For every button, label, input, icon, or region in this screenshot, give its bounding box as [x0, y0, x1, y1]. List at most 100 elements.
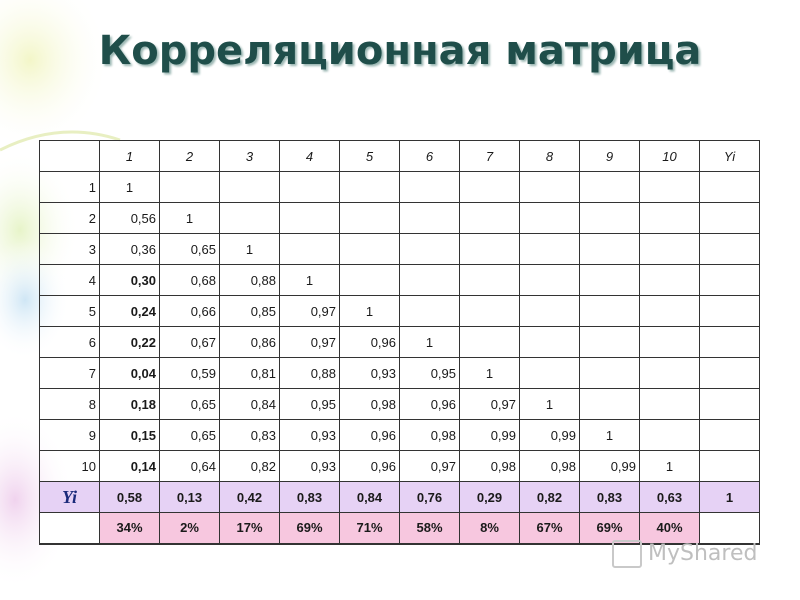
table-row: 10 0,14 0,64 0,82 0,93 0,96 0,97 0,98 0,98 0,99 1 [39, 450, 760, 482]
matrix-cell [699, 295, 760, 327]
matrix-cell: 0,97 [279, 326, 340, 358]
percent-cell: 58% [399, 512, 460, 545]
matrix-cell: 0,98 [399, 419, 460, 451]
percent-cell: 2% [159, 512, 220, 545]
watermark-logo: MyShared [612, 540, 772, 570]
row-header: 7 [39, 357, 100, 389]
matrix-cell [639, 264, 700, 296]
yi-cell: 0,83 [279, 481, 340, 513]
yi-row: Yi 0,58 0,13 0,42 0,83 0,84 0,76 0,29 0,82 0,83 0,… [39, 481, 760, 513]
matrix-cell [459, 264, 520, 296]
matrix-cell [699, 357, 760, 389]
matrix-cell: 0,15 [99, 419, 160, 451]
column-header: 1 [99, 140, 160, 172]
matrix-cell [519, 171, 580, 203]
matrix-cell [399, 233, 460, 265]
matrix-cell [399, 202, 460, 234]
matrix-cell [639, 233, 700, 265]
matrix-cell: 0,67 [159, 326, 220, 358]
column-header: 5 [339, 140, 400, 172]
matrix-cell: 0,93 [279, 419, 340, 451]
yi-cell: 0,42 [219, 481, 280, 513]
matrix-cell [519, 357, 580, 389]
table-row: 9 0,15 0,65 0,83 0,93 0,96 0,98 0,99 0,99 1 [39, 419, 760, 451]
matrix-cell: 1 [339, 295, 400, 327]
percent-cell: 69% [279, 512, 340, 545]
matrix-cell [459, 233, 520, 265]
matrix-cell: 0,24 [99, 295, 160, 327]
matrix-cell: 0,59 [159, 357, 220, 389]
matrix-cell: 0,88 [219, 264, 280, 296]
matrix-cell: 1 [519, 388, 580, 420]
matrix-cell [699, 233, 760, 265]
matrix-cell [639, 388, 700, 420]
matrix-cell [579, 388, 640, 420]
matrix-cell: 0,68 [159, 264, 220, 296]
matrix-cell: 1 [279, 264, 340, 296]
percent-cell: 71% [339, 512, 400, 545]
matrix-cell: 1 [219, 233, 280, 265]
yi-cell: 0,29 [459, 481, 520, 513]
corner-cell [39, 140, 100, 172]
matrix-cell: 0,22 [99, 326, 160, 358]
matrix-cell: 0,98 [459, 450, 520, 482]
matrix-cell [579, 357, 640, 389]
row-header: 8 [39, 388, 100, 420]
table-row: 2 0,56 1 [39, 202, 760, 234]
matrix-cell [579, 326, 640, 358]
matrix-cell [339, 264, 400, 296]
matrix-cell: 0,96 [339, 419, 400, 451]
matrix-cell: 0,30 [99, 264, 160, 296]
matrix-cell [519, 264, 580, 296]
yi-cell: 1 [699, 481, 760, 513]
matrix-cell [459, 171, 520, 203]
column-header: 7 [459, 140, 520, 172]
matrix-cell: 1 [639, 450, 700, 482]
matrix-cell [579, 202, 640, 234]
matrix-cell [579, 264, 640, 296]
matrix-cell: 0,93 [279, 450, 340, 482]
matrix-cell: 0,64 [159, 450, 220, 482]
matrix-cell: 1 [459, 357, 520, 389]
matrix-cell: 1 [399, 326, 460, 358]
yi-cell: 0,13 [159, 481, 220, 513]
percent-cell: 8% [459, 512, 520, 545]
matrix-cell [519, 295, 580, 327]
matrix-cell [699, 171, 760, 203]
table-row: 8 0,18 0,65 0,84 0,95 0,98 0,96 0,97 1 [39, 388, 760, 420]
column-header: 8 [519, 140, 580, 172]
yi-cell: 0,82 [519, 481, 580, 513]
matrix-cell: 0,95 [279, 388, 340, 420]
matrix-cell: 0,85 [219, 295, 280, 327]
matrix-cell [639, 171, 700, 203]
column-header: 6 [399, 140, 460, 172]
matrix-cell: 0,83 [219, 419, 280, 451]
row-header: 1 [39, 171, 100, 203]
matrix-cell [699, 326, 760, 358]
matrix-cell [339, 202, 400, 234]
matrix-cell [579, 233, 640, 265]
matrix-cell: 1 [99, 171, 160, 203]
matrix-cell [459, 326, 520, 358]
matrix-cell [639, 295, 700, 327]
matrix-cell [279, 233, 340, 265]
row-header: 3 [39, 233, 100, 265]
matrix-cell: 0,99 [579, 450, 640, 482]
matrix-cell [639, 202, 700, 234]
matrix-cell [699, 202, 760, 234]
matrix-cell [579, 171, 640, 203]
row-header: 10 [39, 450, 100, 482]
column-header: 4 [279, 140, 340, 172]
matrix-cell [699, 264, 760, 296]
column-header: 3 [219, 140, 280, 172]
matrix-cell: 0,14 [99, 450, 160, 482]
percent-row-blank [699, 512, 760, 545]
yi-cell: 0,63 [639, 481, 700, 513]
matrix-cell [699, 450, 760, 482]
matrix-cell: 0,65 [159, 233, 220, 265]
matrix-cell: 0,81 [219, 357, 280, 389]
table-row: 6 0,22 0,67 0,86 0,97 0,96 1 [39, 326, 760, 358]
row-header: 9 [39, 419, 100, 451]
matrix-cell: 0,99 [519, 419, 580, 451]
